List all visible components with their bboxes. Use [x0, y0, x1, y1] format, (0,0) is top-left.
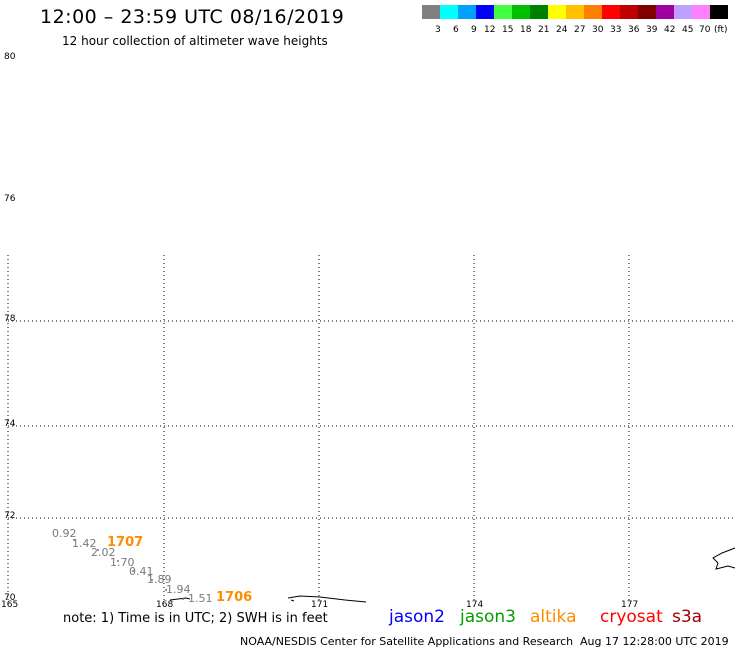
credit-line: NOAA/NESDIS Center for Satellite Applica… [240, 635, 574, 648]
legend-label: 6 [453, 25, 459, 35]
legend-swatch [530, 5, 548, 19]
lon-label: 174 [466, 600, 484, 610]
satellite-legend-jason3: jason3 [460, 607, 516, 627]
legend-label: 18 [520, 25, 532, 35]
track-point [182, 598, 184, 600]
coastlines [169, 547, 736, 603]
legend-label: 30 [592, 25, 604, 35]
legend-swatch [494, 5, 512, 19]
generated-timestamp: Aug 17 12:28:00 UTC 2019 [580, 635, 729, 648]
legend-swatch [620, 5, 638, 19]
swh-value: 1.42 [72, 537, 97, 550]
coastline-segment [287, 595, 367, 603]
legend-swatch [710, 5, 728, 19]
legend-swatch [422, 5, 440, 19]
map-subtitle: 12 hour collection of altimeter wave hei… [62, 34, 328, 48]
lat-label: 74 [4, 419, 16, 429]
track-point [117, 560, 119, 562]
swh-value: 2.02 [91, 546, 116, 559]
satellite-legend-s3a: s3a [672, 607, 703, 627]
legend-label: 39 [646, 25, 658, 35]
lat-label: 72 [4, 511, 16, 521]
lon-label: 177 [621, 600, 639, 610]
legend-swatch [692, 5, 710, 19]
lon-label: 168 [156, 600, 174, 610]
pass-time-label: 1707 [107, 535, 144, 550]
legend-label: 27 [574, 25, 586, 35]
satellite-legend-cryosat: cryosat [600, 607, 663, 627]
lon-label: 171 [311, 600, 329, 610]
map-title: 12:00 – 23:59 UTC 08/16/2019 [40, 6, 345, 28]
pass-time-label: 1706 [216, 590, 253, 605]
lat-label: 78 [4, 314, 16, 324]
swh-value: 0.41 [129, 565, 154, 578]
satellite-legend-altika: altika [530, 607, 577, 627]
satellite-track [73, 539, 184, 600]
legend-swatch [656, 5, 674, 19]
legend-label: 70 [699, 25, 711, 35]
legend-swatch [602, 5, 620, 19]
legend-label: 12 [484, 25, 496, 35]
swh-value: 1.94 [166, 583, 191, 596]
legend-label: 42 [664, 25, 676, 35]
track-point [165, 589, 167, 591]
legend-swatch [548, 5, 566, 19]
legend-swatch [512, 5, 530, 19]
units-note: note: 1) Time is in UTC; 2) SWH is in fe… [63, 611, 328, 626]
lat-label: 80 [4, 52, 16, 62]
lat-label: 70 [4, 593, 16, 603]
legend-label: 9 [471, 25, 477, 35]
legend-unit-label: (ft) [714, 25, 728, 35]
coastline-segment [290, 599, 295, 602]
legend-label: 33 [610, 25, 622, 35]
legend-swatch [476, 5, 494, 19]
track-point [132, 570, 134, 572]
legend-label: 36 [628, 25, 640, 35]
legend-swatch [566, 5, 584, 19]
swh-value: 1.89 [147, 573, 172, 586]
lat-gridlines [8, 320, 735, 519]
legend-label: 45 [682, 25, 694, 35]
legend-swatch [638, 5, 656, 19]
lon-gridlines [7, 255, 630, 600]
legend-label: 24 [556, 25, 568, 35]
legend-swatch [584, 5, 602, 19]
lon-label: 165 [1, 600, 19, 610]
legend-swatch [458, 5, 476, 19]
legend-swatch [674, 5, 692, 19]
track-point [97, 549, 99, 551]
coastline-segment [169, 597, 191, 601]
swh-value: 0.92 [52, 527, 77, 540]
track-point [151, 579, 153, 581]
swh-value: 1.70 [110, 556, 135, 569]
coastline-segment [712, 547, 736, 570]
legend-label: 15 [502, 25, 514, 35]
swh-value: 1.51 [188, 592, 213, 605]
track-point [73, 539, 75, 541]
legend-label: 21 [538, 25, 550, 35]
satellite-legend-jason2: jason2 [389, 607, 445, 627]
legend-swatch [440, 5, 458, 19]
legend-label: 3 [435, 25, 441, 35]
lat-label: 76 [4, 194, 16, 204]
